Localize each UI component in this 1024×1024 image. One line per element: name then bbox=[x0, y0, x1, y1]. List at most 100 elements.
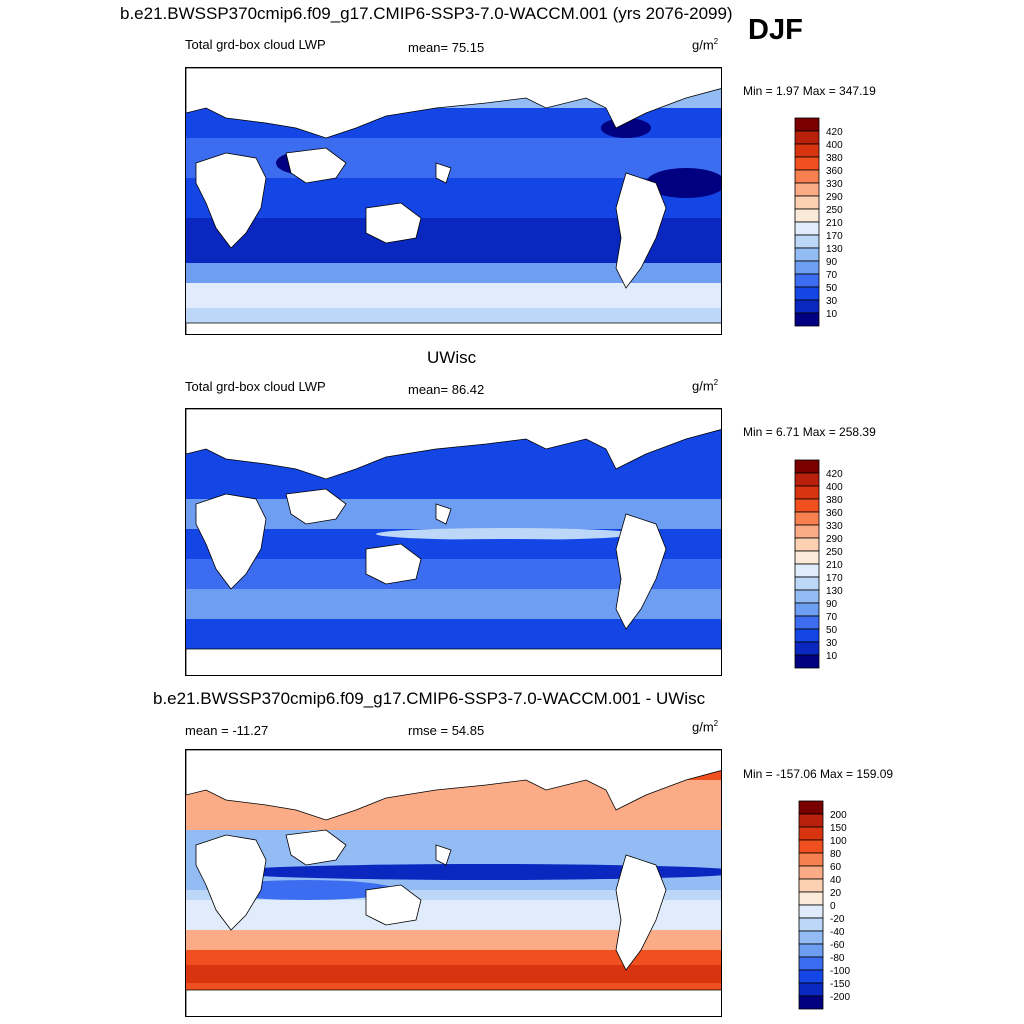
colorbar-swatch bbox=[798, 982, 824, 997]
colorbar-tick-label: 130 bbox=[826, 244, 843, 255]
colorbar-tick-label: 250 bbox=[826, 547, 843, 558]
panel3-map bbox=[185, 749, 722, 1017]
colorbar-tick-label: 130 bbox=[826, 586, 843, 597]
colorbar-tick-label: 210 bbox=[826, 218, 843, 229]
colorbar-swatch bbox=[794, 208, 820, 223]
colorbar-swatch bbox=[798, 930, 824, 945]
colorbar-swatch bbox=[794, 195, 820, 210]
colorbar-swatch bbox=[794, 130, 820, 145]
colorbar-swatch bbox=[798, 943, 824, 958]
colorbar-tick-label: 30 bbox=[826, 638, 838, 649]
panel1-minmax: Min = 1.97 Max = 347.19 bbox=[743, 84, 876, 98]
colorbar-tick-label: 400 bbox=[826, 140, 843, 151]
colorbar-tick-label: 0 bbox=[830, 901, 836, 912]
colorbar-swatch bbox=[794, 299, 820, 314]
panel1-mean-label: mean= 75.15 bbox=[408, 40, 485, 55]
colorbar-tick-label: 20 bbox=[830, 888, 842, 899]
colorbar-swatch bbox=[794, 286, 820, 301]
colorbar-tick-label: 380 bbox=[826, 495, 843, 506]
colorbar-tick-label: 80 bbox=[830, 849, 842, 860]
panel2-map-svg bbox=[186, 409, 721, 675]
colorbar-tick-label: -150 bbox=[830, 979, 850, 990]
colorbar-tick-label: 380 bbox=[826, 153, 843, 164]
colorbar-tick-label: 10 bbox=[826, 651, 838, 662]
panel1-map-svg bbox=[186, 68, 721, 334]
colorbar-swatch bbox=[798, 904, 824, 919]
panel2-units: g/m2 bbox=[692, 378, 719, 394]
colorbar-tick-label: -40 bbox=[830, 927, 845, 938]
colorbar-swatch bbox=[794, 169, 820, 184]
colorbar-swatch bbox=[798, 852, 824, 867]
colorbar-tick-label: -60 bbox=[830, 940, 845, 951]
colorbar-swatch bbox=[798, 878, 824, 893]
colorbar-swatch bbox=[794, 628, 820, 643]
colorbar-tick-label: 30 bbox=[826, 296, 838, 307]
panel3-colorbar: 200150100806040200-20-40-60-80-100-150-2… bbox=[798, 800, 850, 1010]
panel3-minmax: Min = -157.06 Max = 159.09 bbox=[743, 767, 894, 781]
colorbar-swatch bbox=[798, 956, 824, 971]
colorbar-swatch bbox=[794, 576, 820, 591]
colorbar-swatch bbox=[798, 839, 824, 854]
colorbar-swatch bbox=[794, 537, 820, 552]
colorbar-tick-label: -200 bbox=[830, 992, 850, 1003]
colorbar-tick-label: -100 bbox=[830, 966, 850, 977]
colorbar-tick-label: 400 bbox=[826, 482, 843, 493]
colorbar-tick-label: 420 bbox=[826, 127, 843, 138]
panel1-units: g/m2 bbox=[692, 37, 719, 53]
colorbar-swatch bbox=[794, 472, 820, 487]
panel3-map-svg bbox=[186, 750, 721, 1016]
panel1-colorbar: 420 400 380 360 330 290 250 210 170 130 90 70 50 30 10 bbox=[794, 117, 843, 327]
colorbar-swatch bbox=[794, 615, 820, 630]
panel3-mean-label: mean = -11.27 bbox=[185, 723, 269, 738]
colorbar-swatch bbox=[798, 917, 824, 932]
colorbar-swatch bbox=[794, 498, 820, 513]
panel3-title: b.e21.BWSSP370cmip6.f09_g17.CMIP6-SSP3-7… bbox=[153, 689, 706, 708]
colorbar-tick-label: 90 bbox=[826, 599, 838, 610]
colorbar-swatch bbox=[798, 969, 824, 984]
colorbar-tick-label: 50 bbox=[826, 625, 838, 636]
panel2-minmax: Min = 6.71 Max = 258.39 bbox=[743, 425, 876, 439]
colorbar-tick-label: 290 bbox=[826, 534, 843, 545]
colorbar-swatch bbox=[794, 563, 820, 578]
colorbar-swatch bbox=[794, 234, 820, 249]
colorbar-swatch bbox=[794, 221, 820, 236]
colorbar-tick-label: 150 bbox=[830, 823, 847, 834]
colorbar-swatch bbox=[798, 800, 824, 815]
colorbar-tick-label: 170 bbox=[826, 231, 843, 242]
colorbar-swatch bbox=[794, 260, 820, 275]
colorbar-tick-label: 10 bbox=[826, 309, 838, 320]
colorbar-swatch bbox=[798, 865, 824, 880]
colorbar-swatch bbox=[794, 143, 820, 158]
panel2-map bbox=[185, 408, 722, 676]
panel2-mean-label: mean= 86.42 bbox=[408, 382, 485, 397]
colorbar-swatch bbox=[794, 485, 820, 500]
colorbar-tick-label: 90 bbox=[826, 257, 838, 268]
colorbar-swatch bbox=[794, 156, 820, 171]
colorbar-swatch bbox=[794, 459, 820, 474]
colorbar-swatch bbox=[794, 117, 820, 132]
colorbar-tick-label: 210 bbox=[826, 560, 843, 571]
colorbar-swatch bbox=[794, 550, 820, 565]
colorbar-tick-label: 330 bbox=[826, 521, 843, 532]
colorbar-tick-label: 250 bbox=[826, 205, 843, 216]
colorbar-swatch bbox=[794, 641, 820, 656]
colorbar-tick-label: 60 bbox=[830, 862, 842, 873]
panel2-title: UWisc bbox=[427, 348, 477, 367]
colorbar-swatch bbox=[794, 247, 820, 262]
colorbar-tick-label: 420 bbox=[826, 469, 843, 480]
colorbar-swatch bbox=[794, 654, 820, 669]
panel2-colorbar: 420 400 380 360 330 290 250 210 170 130 90 70 50 30 10 bbox=[794, 459, 843, 669]
colorbar-swatch bbox=[794, 589, 820, 604]
panel3-rmse-label: rmse = 54.85 bbox=[408, 723, 485, 738]
colorbar-tick-label: 200 bbox=[830, 810, 847, 821]
panel1-map bbox=[185, 67, 722, 335]
panel2-variable-label: Total grd-box cloud LWP bbox=[185, 379, 326, 394]
colorbar-swatch bbox=[798, 891, 824, 906]
colorbar-tick-label: -20 bbox=[830, 914, 845, 925]
colorbar-tick-label: -80 bbox=[830, 953, 845, 964]
colorbar-swatch bbox=[794, 312, 820, 327]
figure-title: b.e21.BWSSP370cmip6.f09_g17.CMIP6-SSP3-7… bbox=[120, 4, 733, 23]
colorbar-tick-label: 70 bbox=[826, 270, 838, 281]
colorbar-tick-label: 360 bbox=[826, 166, 843, 177]
colorbar-swatch bbox=[798, 826, 824, 841]
